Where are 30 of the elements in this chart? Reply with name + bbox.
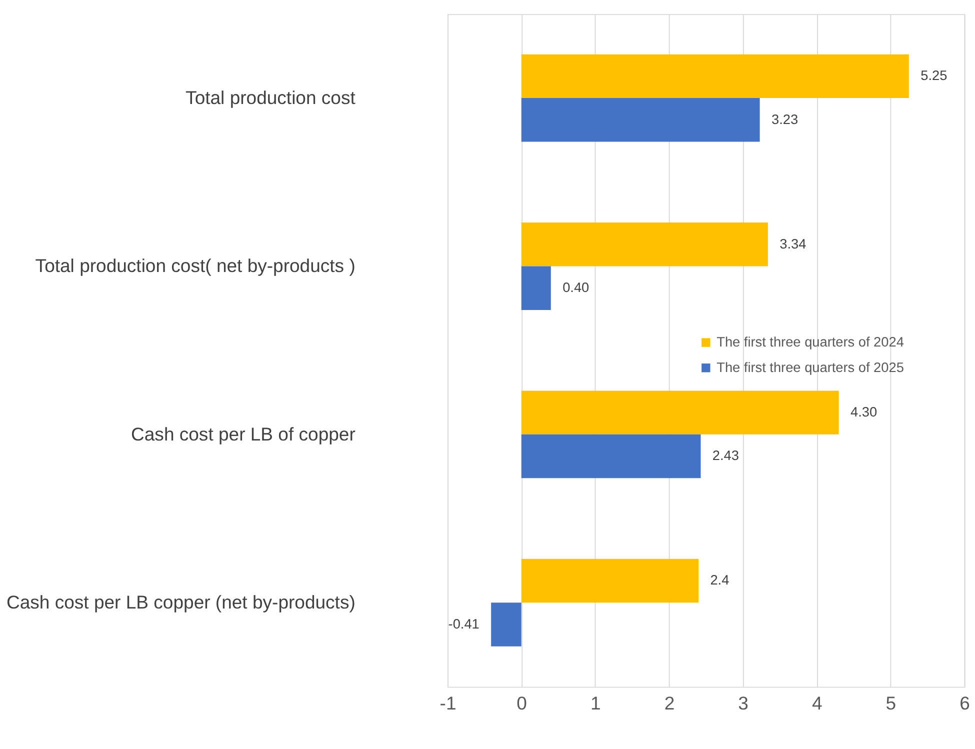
x-tick-label: 0	[516, 692, 527, 714]
x-tick-label: 5	[886, 692, 896, 714]
x-tick-label: -1	[440, 692, 456, 714]
bar	[521, 434, 701, 478]
data-label: 4.30	[850, 404, 878, 420]
data-label: 0.40	[562, 280, 590, 296]
data-label: 2.4	[710, 572, 730, 588]
data-label: 3.23	[771, 112, 798, 127]
x-tick-label: 3	[738, 692, 748, 714]
data-label: 5.25	[920, 68, 948, 84]
data-label: 3.34	[780, 236, 807, 252]
legend-label: The first three quarters of 2025	[716, 360, 904, 375]
y-tick-label: Cash cost per LB copper (net by-products)	[6, 591, 356, 612]
x-tick-label: 2	[664, 692, 675, 714]
x-tick-label: 6	[960, 692, 970, 714]
x-tick-label: 4	[812, 692, 822, 714]
bar	[491, 602, 522, 646]
bar	[521, 558, 699, 603]
bar	[521, 98, 760, 142]
bar	[521, 222, 768, 266]
bar	[521, 54, 909, 98]
x-tick-label: 1	[590, 692, 601, 714]
y-tick-label: Cash cost per LB of copper	[131, 423, 356, 444]
data-label: -0.41	[448, 616, 480, 632]
bar	[521, 266, 551, 310]
legend-label: The first three quarters of 2024	[716, 334, 904, 350]
bar	[521, 390, 839, 434]
y-tick-label: Total production cost( net by-products )	[35, 255, 356, 276]
y-tick-label: Total production cost	[186, 86, 356, 108]
data-label: 2.43	[712, 448, 739, 464]
